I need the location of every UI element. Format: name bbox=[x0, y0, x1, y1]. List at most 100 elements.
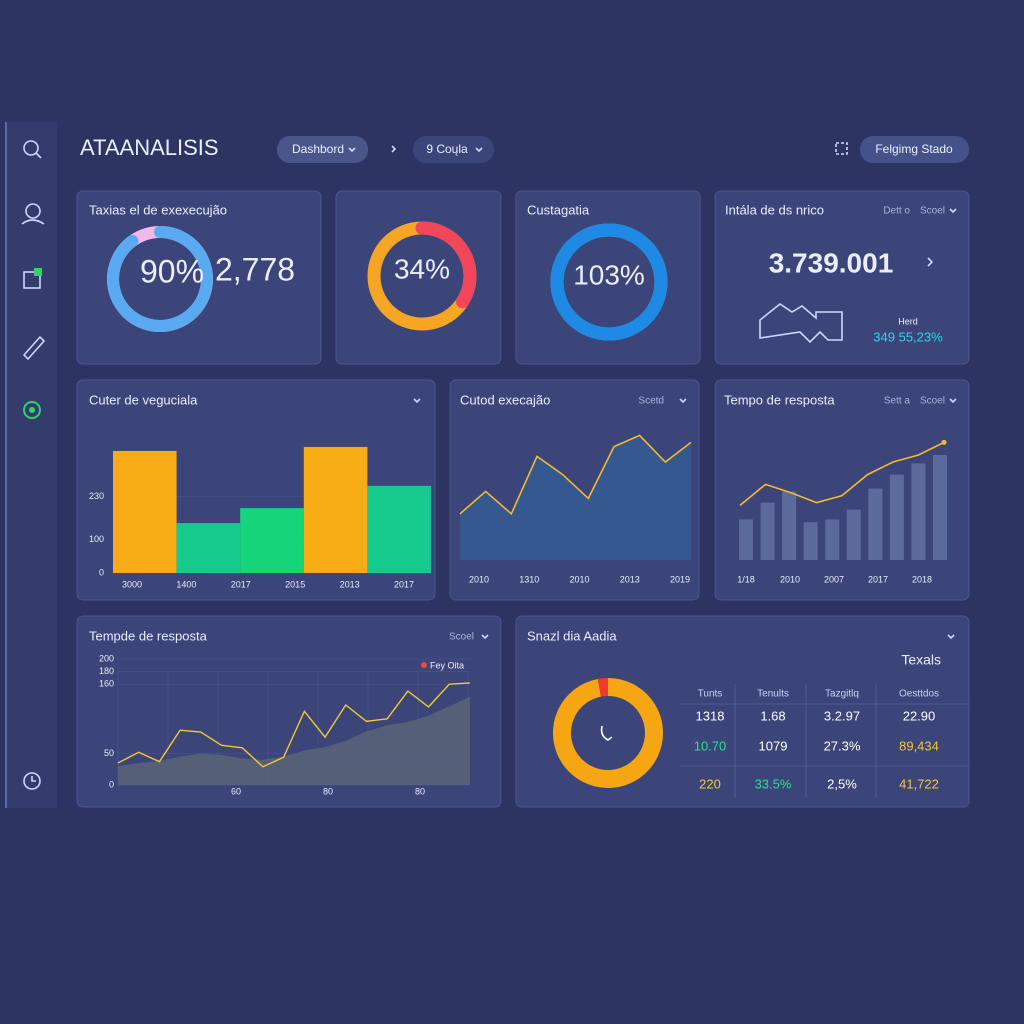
donut-arc bbox=[107, 226, 213, 332]
card-control[interactable]: Sett a bbox=[884, 396, 911, 407]
kpi-value: 90% bbox=[140, 253, 204, 289]
y-tick-label: 200 bbox=[99, 653, 114, 663]
bar bbox=[889, 474, 904, 560]
legend-swatch bbox=[421, 662, 427, 668]
y-tick-label: 0 bbox=[109, 779, 114, 789]
table-cell: 33.5% bbox=[755, 776, 792, 791]
x-tick-label: 2017 bbox=[868, 574, 888, 584]
table-cell: 89,434 bbox=[899, 738, 939, 753]
bar bbox=[933, 455, 947, 560]
nav-user[interactable] bbox=[21, 203, 45, 225]
summary-note: Herd bbox=[898, 316, 918, 326]
x-tick-label: 2017 bbox=[394, 579, 414, 589]
donut-arc bbox=[550, 223, 668, 341]
table-header: Tazgitlq bbox=[825, 689, 859, 700]
filter-label[interactable]: 9 Coųla bbox=[426, 142, 468, 156]
filter-button[interactable] bbox=[277, 136, 368, 163]
donut-segment bbox=[597, 678, 609, 697]
chevron bbox=[927, 257, 934, 267]
area bbox=[118, 696, 470, 785]
x-tick-label: 3000 bbox=[122, 579, 142, 589]
table-header: Tenults bbox=[757, 689, 789, 700]
chevron bbox=[481, 634, 489, 640]
x-tick-label: 2010 bbox=[469, 574, 489, 584]
donut-icon bbox=[600, 725, 613, 741]
x-tick-label: 2019 bbox=[670, 574, 690, 584]
x-tick-label: 2017 bbox=[231, 579, 251, 589]
bar bbox=[303, 446, 368, 573]
bar bbox=[176, 523, 241, 573]
nav-time[interactable] bbox=[23, 772, 41, 790]
expand-icon[interactable] bbox=[835, 142, 848, 155]
line bbox=[117, 682, 471, 768]
x-tick-label: 2015 bbox=[285, 579, 305, 589]
bar bbox=[367, 485, 431, 573]
card-control[interactable]: Scoel bbox=[449, 632, 474, 643]
donut-arc bbox=[415, 221, 477, 309]
table-cell: 1.68 bbox=[760, 708, 785, 723]
nav-edit[interactable] bbox=[22, 335, 46, 361]
bar bbox=[868, 488, 883, 560]
card-title: Taxias el de exexecujão bbox=[89, 202, 227, 217]
bar bbox=[803, 522, 818, 560]
nav-settings[interactable] bbox=[23, 401, 41, 419]
summary-change: 349 55,23% bbox=[873, 329, 943, 344]
app-title: ATAANALISIS bbox=[80, 135, 219, 160]
x-tick-label: 2013 bbox=[620, 574, 640, 584]
summary-value: 3.739.001 bbox=[769, 247, 894, 278]
donut-segment bbox=[553, 678, 663, 788]
bar bbox=[760, 502, 775, 560]
x-tick-label: 2013 bbox=[340, 579, 360, 589]
x-tick-label: 2007 bbox=[824, 574, 844, 584]
x-tick-label: 80 bbox=[415, 786, 425, 796]
table-card bbox=[515, 615, 970, 808]
sidebar bbox=[5, 122, 57, 808]
x-tick-label: 2018 bbox=[912, 574, 932, 584]
table-cell: 22.90 bbox=[903, 708, 936, 723]
table-cell: 27.3% bbox=[824, 738, 861, 753]
line bbox=[459, 434, 692, 516]
bar bbox=[240, 508, 304, 573]
action-button[interactable] bbox=[860, 136, 969, 163]
summary-card bbox=[714, 190, 970, 365]
summary-icon bbox=[759, 303, 843, 344]
action-label[interactable]: Felgimg Stado bbox=[875, 142, 953, 156]
card-control[interactable]: Scoel bbox=[920, 396, 945, 407]
bar bbox=[113, 450, 177, 573]
chevron bbox=[475, 147, 483, 153]
bar bbox=[911, 463, 926, 560]
kpi-value: 34% bbox=[394, 253, 450, 284]
table-cell: 2,5% bbox=[827, 776, 857, 791]
x-tick-label: 60 bbox=[231, 786, 241, 796]
x-tick-label: 2010 bbox=[569, 574, 589, 584]
filter-button[interactable] bbox=[413, 136, 494, 163]
card-control[interactable]: Dett o bbox=[883, 206, 910, 217]
table-caption: Texals bbox=[901, 652, 941, 668]
card-title: Snazl dia Aadia bbox=[527, 628, 617, 643]
card-title: Tempde de resposta bbox=[89, 628, 208, 643]
y-tick-label: 160 bbox=[99, 679, 114, 689]
x-tick-label: 1/18 bbox=[737, 574, 755, 584]
line-point bbox=[941, 439, 947, 445]
chevron bbox=[413, 398, 421, 404]
x-tick-label: 2010 bbox=[780, 574, 800, 584]
kpi-extra: 2,778 bbox=[215, 251, 295, 287]
nav-tasks[interactable] bbox=[23, 268, 42, 289]
x-tick-label: 1310 bbox=[519, 574, 539, 584]
bar bbox=[846, 509, 861, 560]
card-control[interactable]: Scoel bbox=[920, 206, 945, 217]
y-tick-label: 180 bbox=[99, 666, 114, 676]
table-header: Oesttdos bbox=[899, 689, 939, 700]
card-title: Cutod execajão bbox=[460, 392, 550, 407]
card-control[interactable]: Scetd bbox=[638, 396, 664, 407]
table-cell: 1079 bbox=[759, 738, 788, 753]
nav-search[interactable] bbox=[23, 140, 42, 159]
chart-card bbox=[714, 379, 970, 601]
card-title: Intála de ds nrico bbox=[725, 202, 824, 217]
chevron bbox=[679, 398, 687, 404]
chevron bbox=[348, 147, 356, 153]
filter-label[interactable]: Dashbord bbox=[292, 142, 344, 156]
table-cell: 10.70 bbox=[694, 738, 727, 753]
chevron bbox=[391, 145, 397, 153]
